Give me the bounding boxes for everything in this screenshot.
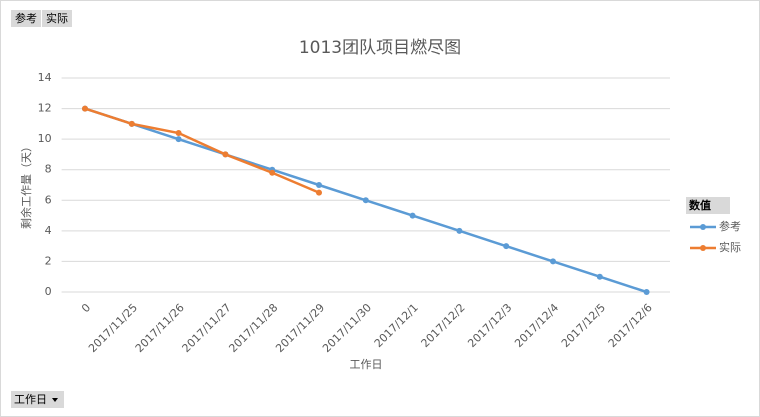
data-point xyxy=(222,151,229,158)
legend-label: 实际 xyxy=(719,240,741,254)
data-point xyxy=(269,169,276,176)
data-point xyxy=(409,212,416,219)
field-button-label[interactable]: 实际 xyxy=(46,11,68,25)
data-point xyxy=(456,227,463,234)
data-point xyxy=(596,273,603,280)
data-point xyxy=(175,130,182,137)
y-tick-label: 8 xyxy=(45,163,52,176)
y-tick-label: 2 xyxy=(45,254,52,267)
legend-marker xyxy=(700,224,706,230)
data-point xyxy=(362,197,369,204)
y-tick-label: 0 xyxy=(45,285,52,298)
legend-title-box xyxy=(686,197,730,214)
field-button[interactable] xyxy=(42,10,72,27)
data-point xyxy=(503,243,510,250)
legend-label: 参考 xyxy=(719,219,741,233)
dropdown-arrow[interactable] xyxy=(52,398,58,402)
y-tick-label: 6 xyxy=(45,193,52,206)
data-point xyxy=(175,136,182,143)
data-point xyxy=(128,120,135,127)
field-button[interactable] xyxy=(11,10,41,27)
y-tick-label: 4 xyxy=(45,224,52,237)
data-point xyxy=(316,182,322,188)
y-tick-label: 14 xyxy=(38,71,52,84)
data-point xyxy=(316,189,322,196)
y-axis-label: 剩余工作量（天） xyxy=(19,141,33,229)
axis-field-button-label[interactable]: 工作日 xyxy=(14,393,47,406)
axis-field-button[interactable] xyxy=(11,391,64,408)
series-line xyxy=(84,107,320,194)
data-point xyxy=(550,258,556,265)
data-point xyxy=(643,289,650,295)
field-buttons: 参考 实际 工作日 数值 xyxy=(11,10,730,408)
legend-marker xyxy=(700,245,706,251)
y-tick-label: 12 xyxy=(38,102,52,115)
x-axis-label: 工作日 xyxy=(350,358,383,371)
field-button-label[interactable]: 参考 xyxy=(15,11,37,25)
data-point xyxy=(82,105,88,112)
chart-title: 1013团队项目燃尽图 xyxy=(299,38,461,58)
legend-title: 数值 xyxy=(689,198,711,212)
y-tick-label: 10 xyxy=(38,132,52,145)
